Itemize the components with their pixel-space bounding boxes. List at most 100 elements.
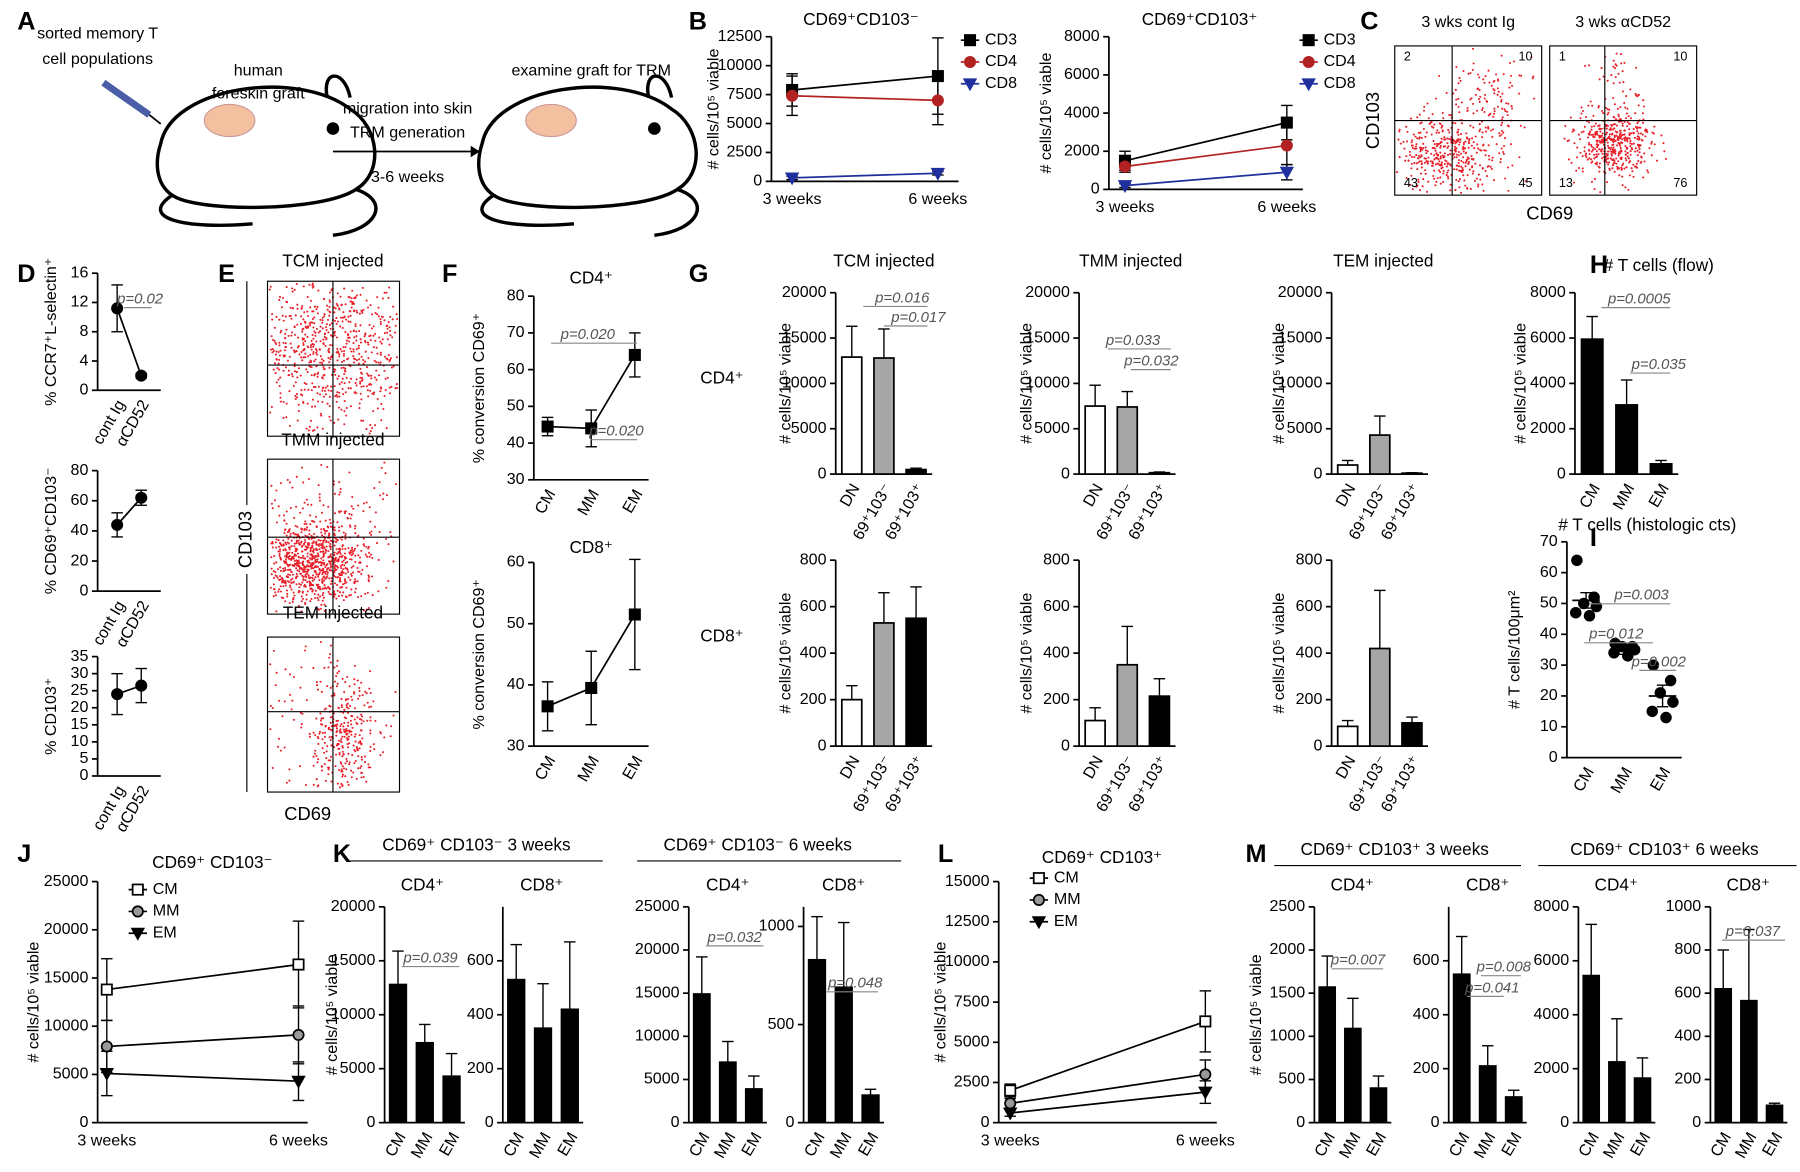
flow-dot	[357, 344, 360, 347]
flow-dot	[290, 545, 293, 548]
flow-dot	[1588, 157, 1591, 160]
flow-dot	[289, 306, 292, 309]
flow-dot	[321, 389, 324, 392]
flow-dot	[292, 557, 295, 560]
flow-dot	[342, 359, 345, 362]
flow-dot	[356, 679, 359, 682]
flow-dot	[341, 773, 344, 776]
chart-title: CD8⁺	[520, 875, 564, 895]
flow-dot	[294, 550, 297, 553]
flow-dot	[370, 327, 374, 330]
flow-dot	[1445, 165, 1449, 168]
flow-dot	[343, 552, 347, 555]
flow-dot	[359, 380, 362, 383]
y-tick-label: 80	[71, 461, 89, 479]
flow-dot	[1618, 174, 1621, 177]
flow-dot	[287, 369, 290, 372]
flow-dot	[303, 529, 306, 532]
flow-dot	[1472, 112, 1475, 115]
y-axis-label: # cells/10⁵ viable	[777, 323, 795, 444]
flow-dot	[323, 532, 327, 535]
flow-dot	[337, 550, 340, 554]
flow-dot	[275, 521, 278, 524]
flow-dot	[1409, 153, 1412, 156]
flow-dot	[271, 507, 274, 510]
flow-dot	[1443, 145, 1447, 148]
flow-dot	[346, 724, 350, 727]
flow-dot	[322, 368, 326, 371]
flow-dot	[1640, 156, 1643, 159]
marker	[111, 518, 124, 531]
chart-title: CD69⁺ CD103⁻	[152, 852, 272, 872]
y-tick-label: 10000	[44, 1016, 89, 1034]
flow-dot	[293, 326, 296, 329]
flow-dot	[349, 719, 352, 722]
flow-dot	[1405, 125, 1408, 128]
flow-dot	[369, 670, 372, 673]
y-tick-label: 8000	[1533, 897, 1569, 915]
flow-dot	[317, 289, 320, 292]
flow-dot	[346, 675, 349, 679]
flow-dot	[353, 547, 357, 550]
series-line	[106, 963, 299, 991]
flow-dot	[1631, 170, 1634, 173]
y-axis-label: # cells/10⁵ viable	[25, 942, 43, 1063]
series-line	[1010, 1073, 1206, 1105]
flow-dot	[314, 597, 317, 600]
flow-dot	[287, 542, 290, 545]
flow-dot	[271, 313, 274, 316]
flow-dot	[338, 493, 341, 496]
flow-dot	[335, 400, 338, 403]
flow-dot	[272, 368, 275, 371]
flow-dot	[356, 716, 359, 719]
flow-dot	[343, 582, 346, 585]
flow-dot	[1463, 147, 1466, 150]
flow-dot	[395, 356, 398, 359]
flow-dot	[1595, 146, 1598, 149]
flow-dot	[373, 487, 376, 490]
flow-dot	[1636, 127, 1639, 130]
flow-dot	[316, 608, 319, 611]
axis-label: CD69	[1526, 202, 1573, 223]
flow-dot	[336, 659, 339, 662]
flow-dot	[320, 765, 323, 768]
y-tick-label: 10000	[945, 952, 990, 970]
y-tick-label: 40	[507, 675, 525, 693]
panel-letter: F	[442, 260, 457, 288]
flow-dot	[286, 359, 289, 362]
flow-dot	[1614, 139, 1617, 142]
flow-dot	[289, 535, 292, 538]
flow-dot	[346, 746, 350, 749]
flow-dot	[1642, 176, 1645, 179]
flow-dot	[334, 593, 337, 596]
flow-dot	[1428, 122, 1431, 125]
flow-dot	[385, 724, 388, 727]
flow-dot	[317, 371, 320, 374]
flow-dot	[1470, 155, 1473, 158]
flow-dot	[311, 519, 314, 522]
bar	[744, 1088, 763, 1124]
flow-dot	[1584, 64, 1587, 68]
flow-dot	[369, 304, 372, 307]
y-tick-label: 600	[1043, 597, 1070, 615]
y-axis-label: # cells/10⁵ viable	[777, 593, 795, 714]
flow-dot	[288, 563, 291, 567]
flow-dot	[1605, 131, 1608, 134]
flow-dot	[316, 688, 320, 691]
flow-dot	[1573, 129, 1576, 132]
flow-dot	[308, 543, 311, 547]
flow-dot	[340, 706, 344, 709]
flow-dot	[1584, 115, 1588, 119]
x-tick-label: EM	[855, 1129, 883, 1159]
flow-dot	[295, 542, 298, 545]
flow-dot	[1592, 114, 1595, 117]
flow-dot	[276, 745, 279, 748]
flow-dot	[327, 586, 330, 589]
flow-dot	[369, 749, 372, 752]
flow-dot	[1478, 76, 1481, 79]
y-tick-label: 5000	[1034, 419, 1070, 437]
flow-dot	[327, 331, 330, 334]
flow-dot	[288, 779, 291, 782]
panel-a-text: sorted memory T	[37, 25, 158, 43]
flow-dot	[327, 541, 330, 544]
